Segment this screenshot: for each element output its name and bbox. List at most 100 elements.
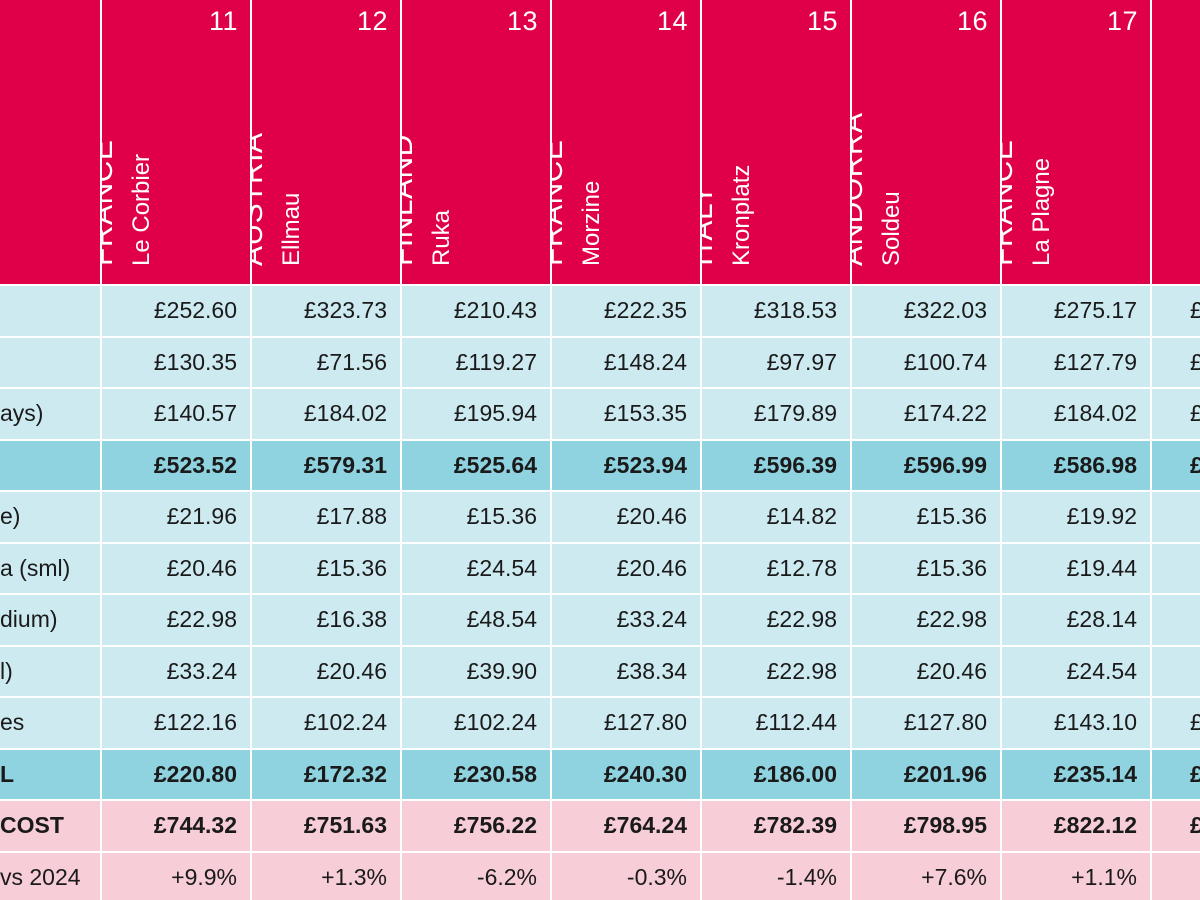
table-cell: £127.80 <box>552 698 700 748</box>
row-label: vs 2024 <box>0 852 100 900</box>
rank-number: 11 <box>208 6 238 36</box>
resort-header-5: 15 ITALY Kronplatz <box>702 0 850 284</box>
table-cell: £523.94 <box>552 440 700 490</box>
resort-name-block: FINLAND Ruka <box>402 134 456 266</box>
row-label <box>0 337 100 387</box>
resort-name-block: AUSTRIA Ellmau <box>252 132 306 266</box>
table-cell: £20.46 <box>552 543 700 593</box>
next-column-cell: £ <box>1152 440 1200 490</box>
next-column-cell: £ <box>1152 389 1200 439</box>
table-cell: £28.14 <box>1002 595 1150 645</box>
table-cell: £38.34 <box>552 646 700 696</box>
rank-number: 16 <box>956 6 988 36</box>
row-label: e) <box>0 492 100 542</box>
resort-header-7: 17 FRANCE La Plagne <box>1002 0 1150 284</box>
table-cell: £186.00 <box>702 749 850 799</box>
row-label: L <box>0 749 100 799</box>
country-name: FRANCE <box>552 139 569 266</box>
table-cell: £127.80 <box>852 698 1000 748</box>
resort-name-block: ANDORRA Soldeu <box>852 112 906 266</box>
table-cell: £322.03 <box>852 286 1000 336</box>
table-cell: £20.46 <box>852 646 1000 696</box>
next-column-cell: £ <box>1152 749 1200 799</box>
table-cell: £71.56 <box>252 337 400 387</box>
row-label: l) <box>0 646 100 696</box>
table-cell: £22.98 <box>702 595 850 645</box>
table-cell: £21.96 <box>102 492 250 542</box>
table-cell: £782.39 <box>702 801 850 851</box>
table-cell: £22.98 <box>852 595 1000 645</box>
table-cell: £17.88 <box>252 492 400 542</box>
row-label: dium) <box>0 595 100 645</box>
row-label: COST <box>0 801 100 851</box>
table-cell: £15.36 <box>402 492 550 542</box>
table-cell: £112.44 <box>702 698 850 748</box>
table-cell: £235.14 <box>1002 749 1150 799</box>
resort-header-6: 16 ANDORRA Soldeu <box>852 0 1000 284</box>
table-cell: £24.54 <box>402 543 550 593</box>
resort-header-4: 14 FRANCE Morzine <box>552 0 700 284</box>
table-cell: £22.98 <box>102 595 250 645</box>
resort-name: Morzine <box>578 180 605 266</box>
table-cell: £39.90 <box>402 646 550 696</box>
resort-name: Le Corbier <box>128 153 155 266</box>
resort-name: Kronplatz <box>728 164 755 266</box>
table-cell: £172.32 <box>252 749 400 799</box>
table-cell: £143.10 <box>1002 698 1150 748</box>
table-cell: £15.36 <box>252 543 400 593</box>
row-label: es <box>0 698 100 748</box>
table-cell: £19.92 <box>1002 492 1150 542</box>
table-cell: £20.46 <box>552 492 700 542</box>
table-cell: £179.89 <box>702 389 850 439</box>
table-cell: £318.53 <box>702 286 850 336</box>
table-cell: £579.31 <box>252 440 400 490</box>
table-cell: £15.36 <box>852 543 1000 593</box>
table-cell: £24.54 <box>1002 646 1150 696</box>
country-name: FINLAND <box>402 134 419 266</box>
resort-name-block: FRANCE Morzine <box>552 140 606 266</box>
table-cell: -1.4% <box>702 852 850 900</box>
table-cell: £33.24 <box>102 646 250 696</box>
table-cell: £756.22 <box>402 801 550 851</box>
next-column-cell <box>1152 595 1200 645</box>
rank-number: 12 <box>356 6 388 36</box>
table-cell: £596.39 <box>702 440 850 490</box>
next-column-cell: £ <box>1152 801 1200 851</box>
resort-name: Soldeu <box>878 191 905 266</box>
table-cell: £210.43 <box>402 286 550 336</box>
table-cell: £222.35 <box>552 286 700 336</box>
resort-name: La Plagne <box>1028 157 1055 266</box>
country-name: FRANCE <box>1002 139 1019 266</box>
table-cell: £148.24 <box>552 337 700 387</box>
resort-name-block: ITALY Kronplatz <box>702 165 756 266</box>
next-column-cell <box>1152 646 1200 696</box>
table-cell: +1.1% <box>1002 852 1150 900</box>
table-cell: £525.64 <box>402 440 550 490</box>
resort-name: Ellmau <box>278 192 305 266</box>
rank-number: 14 <box>656 6 688 36</box>
table-cell: £184.02 <box>252 389 400 439</box>
table-cell: £201.96 <box>852 749 1000 799</box>
table-cell: £20.46 <box>102 543 250 593</box>
country-name: ITALY <box>702 184 719 266</box>
table-cell: £195.94 <box>402 389 550 439</box>
table-cell: £14.82 <box>702 492 850 542</box>
table-cell: £12.78 <box>702 543 850 593</box>
resort-header-3: 13 FINLAND Ruka <box>402 0 550 284</box>
table-cell: £97.97 <box>702 337 850 387</box>
table-cell: £744.32 <box>102 801 250 851</box>
rank-number: 13 <box>506 6 538 36</box>
table-cell: £48.54 <box>402 595 550 645</box>
resort-name: Ruka <box>428 209 455 266</box>
table-cell: £240.30 <box>552 749 700 799</box>
next-column-cell <box>1152 852 1200 900</box>
country-name: AUSTRIA <box>252 132 269 266</box>
rank-number: 17 <box>1106 6 1138 36</box>
table-cell: £140.57 <box>102 389 250 439</box>
table-cell: £127.79 <box>1002 337 1150 387</box>
country-name: ANDORRA <box>852 112 869 266</box>
table-cell: £16.38 <box>252 595 400 645</box>
table-cell: £323.73 <box>252 286 400 336</box>
header-next-column-cell <box>1152 0 1200 284</box>
table-cell: £100.74 <box>852 337 1000 387</box>
